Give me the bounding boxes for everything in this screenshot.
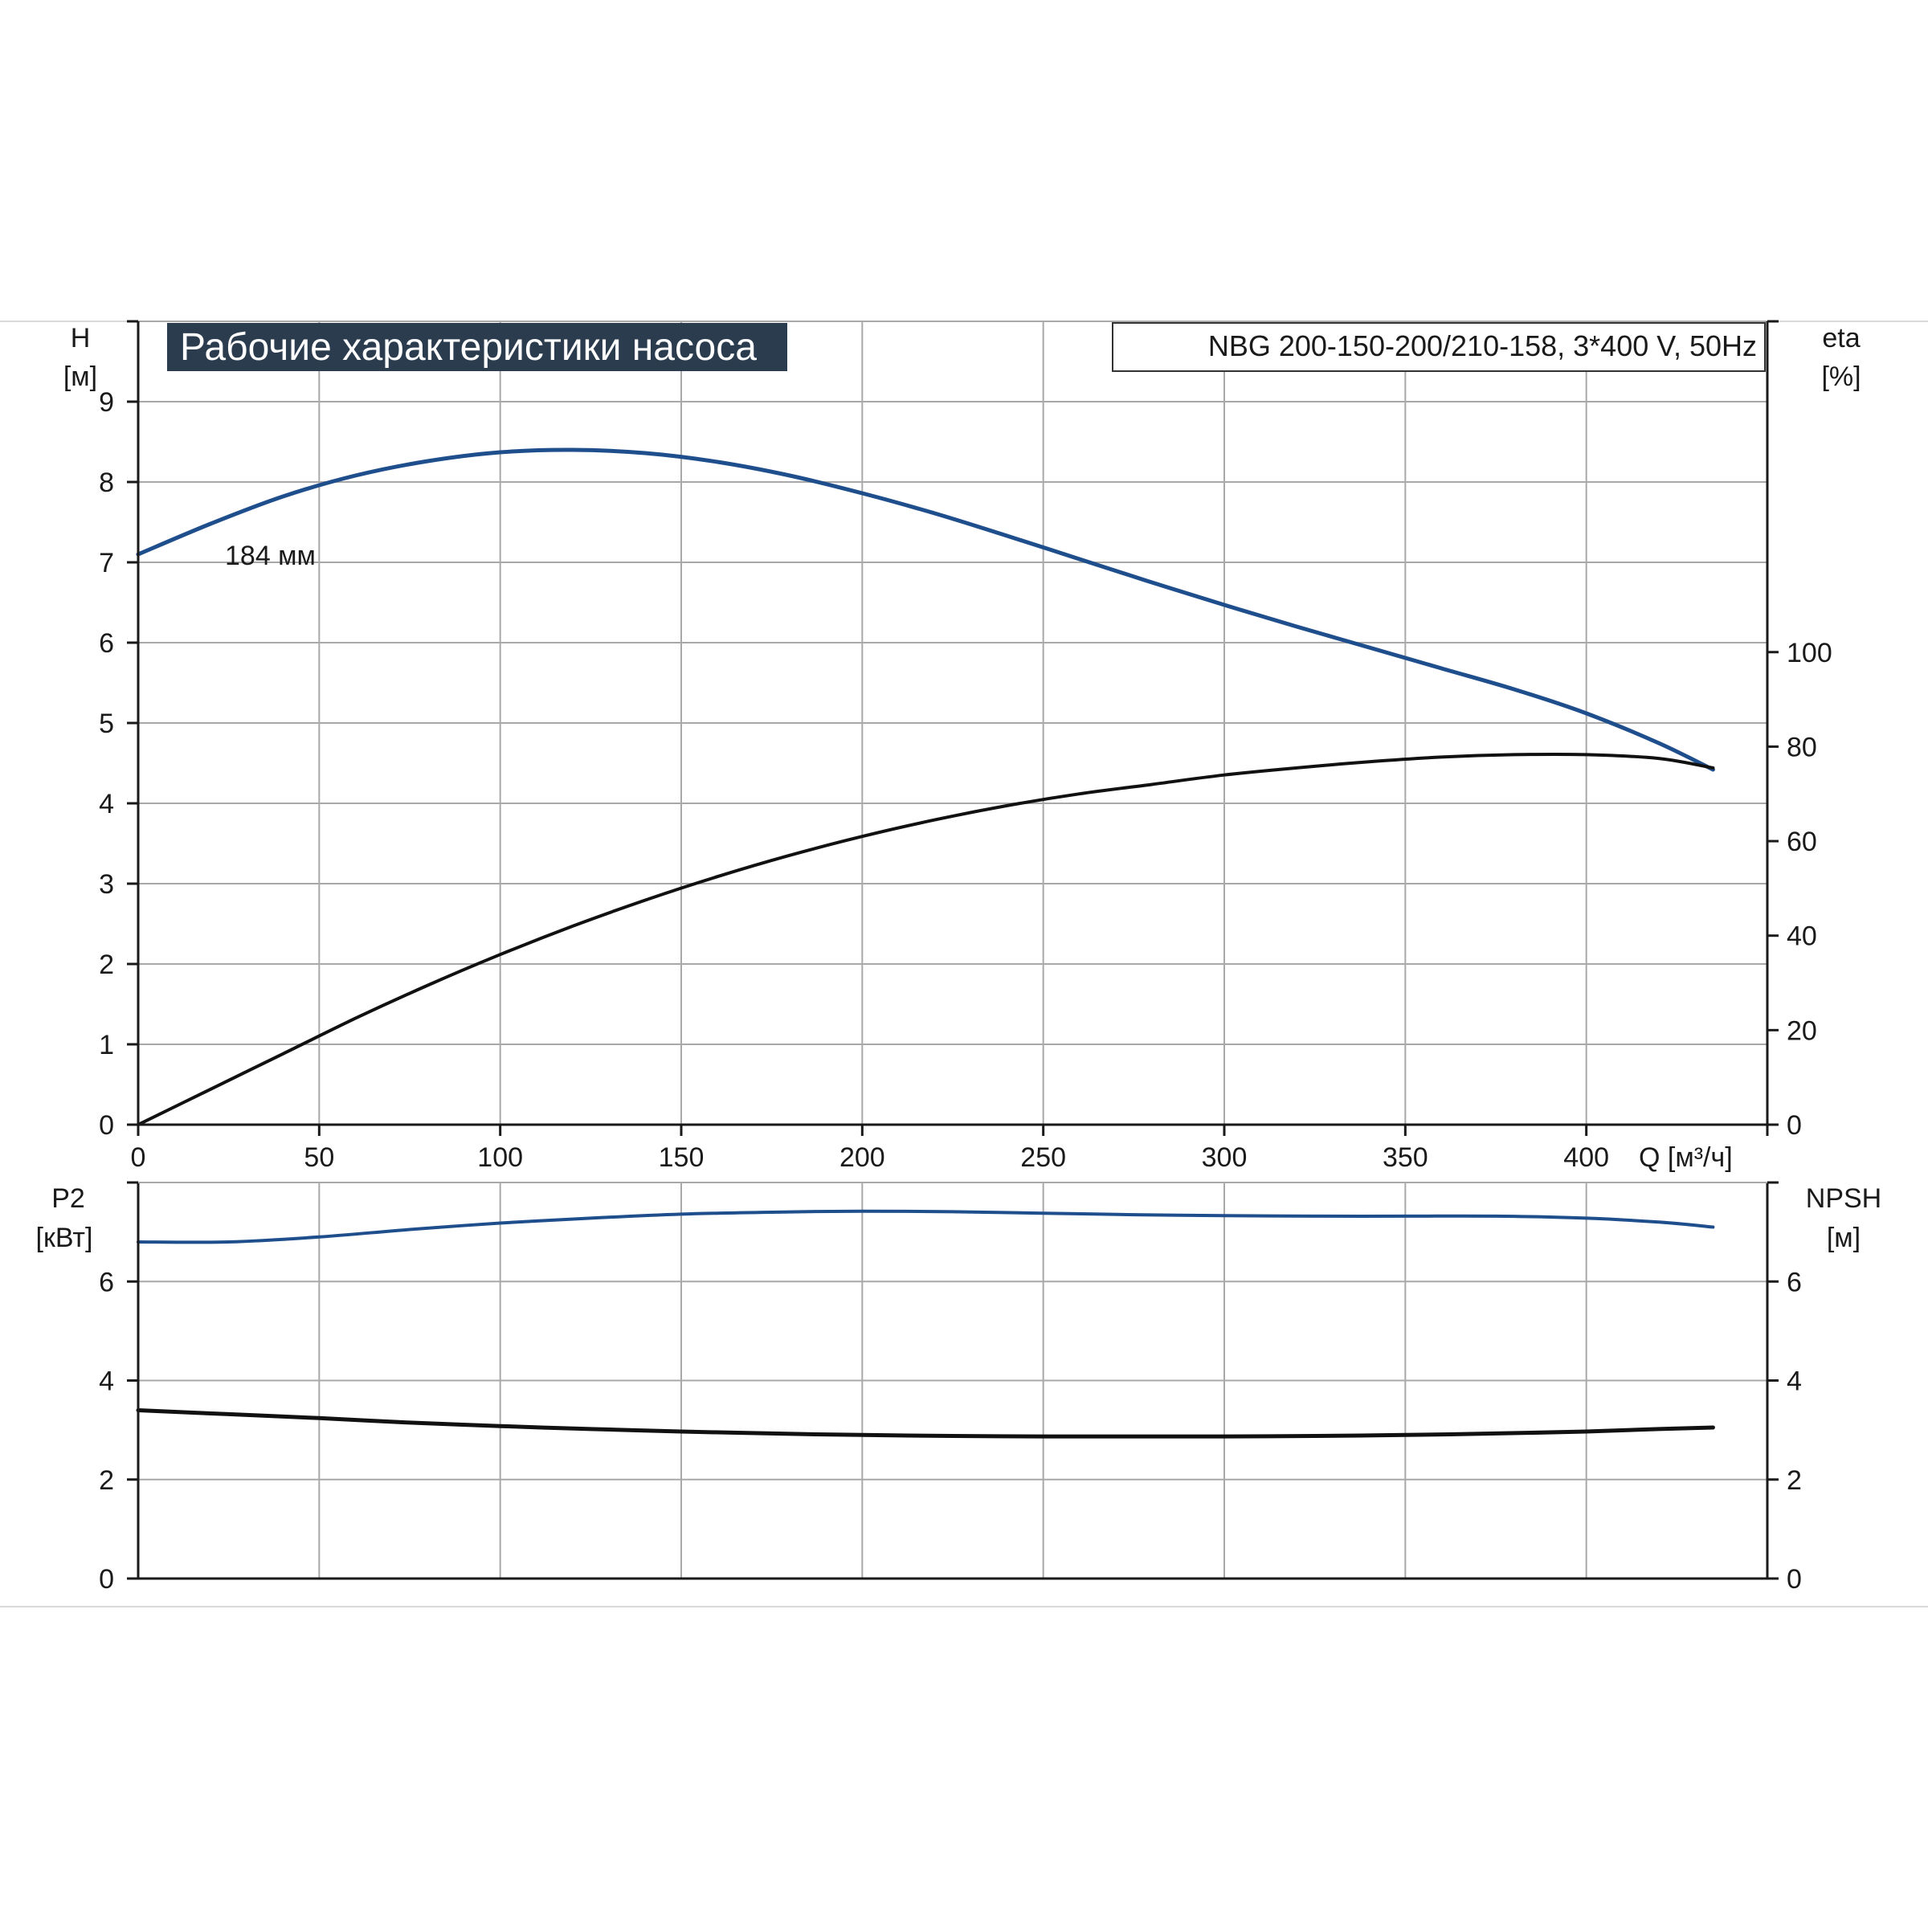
bottom-right-axis-label-line2: [м] xyxy=(1827,1223,1861,1253)
top-left-tick-label: 0 xyxy=(99,1110,114,1141)
bottom-right-tick-label: 2 xyxy=(1787,1465,1802,1496)
head-curve-line xyxy=(136,447,1715,772)
top-left-tick-label: 5 xyxy=(99,709,114,739)
bottom-grid xyxy=(138,1182,1768,1579)
x-tick-label: 250 xyxy=(1020,1142,1066,1173)
x-tick-label: 150 xyxy=(659,1142,705,1173)
top-right-tick-label: 20 xyxy=(1787,1015,1817,1046)
top-series-group xyxy=(136,447,1715,1126)
bottom-left-tick-label: 6 xyxy=(99,1267,114,1297)
top-left-tick-label: 7 xyxy=(99,548,114,578)
top-right-tick-label: 100 xyxy=(1787,638,1832,668)
bottom-left-tick-label: 4 xyxy=(99,1366,114,1397)
top-left-axis-label-line2: [м] xyxy=(63,361,97,392)
top-left-axis-label-line1: H xyxy=(71,323,91,353)
bottom-axes: 0 2 4 6 0 2 4 6 xyxy=(99,1181,1802,1595)
top-right-axis-label-line2: [%] xyxy=(1821,361,1861,392)
x-axis-label: Q [м³/ч] xyxy=(1639,1142,1733,1173)
top-left-tick-label: 2 xyxy=(99,950,114,980)
x-tick-label: 100 xyxy=(477,1142,523,1173)
x-tick-label: 350 xyxy=(1383,1142,1428,1173)
npsh-curve-line xyxy=(136,1408,1715,1439)
model-box xyxy=(1112,322,1766,372)
top-right-tick-label: 40 xyxy=(1787,921,1817,952)
annotation-184mm: 184 мм xyxy=(225,541,316,571)
x-tick-label: 0 xyxy=(131,1142,146,1173)
bottom-left-tick-label: 2 xyxy=(99,1465,114,1496)
top-left-tick-label: 4 xyxy=(99,789,114,819)
x-tick-label: 300 xyxy=(1202,1142,1248,1173)
x-tick-label: 50 xyxy=(304,1142,334,1173)
top-right-tick-label: 80 xyxy=(1787,732,1817,762)
bottom-right-tick-label: 4 xyxy=(1787,1366,1802,1397)
top-right-axis-label-line1: eta xyxy=(1822,323,1860,353)
bottom-series-group xyxy=(136,1209,1715,1439)
top-left-tick-label: 6 xyxy=(99,628,114,659)
top-right-tick-label: 60 xyxy=(1787,827,1817,857)
bottom-left-axis-label-line1: P2 xyxy=(51,1183,85,1214)
chart-title-background xyxy=(167,323,787,371)
bottom-left-axis-label-line2: [кВт] xyxy=(36,1223,93,1253)
x-tick-label: 400 xyxy=(1563,1142,1609,1173)
bottom-right-tick-label: 0 xyxy=(1787,1564,1802,1595)
top-right-tick-label: 0 xyxy=(1787,1110,1802,1141)
bottom-left-tick-label: 0 xyxy=(99,1564,114,1595)
top-left-tick-label: 3 xyxy=(99,869,114,900)
p2-power-curve-line xyxy=(137,1209,1715,1244)
x-tick-label: 200 xyxy=(839,1142,885,1173)
chart-title: Рабочие характеристики насоса xyxy=(180,326,757,369)
top-axes: 0 1 2 3 4 5 6 7 8 9 0 20 40 60 80 100 0 50 100 150 200 250 300… xyxy=(99,320,1832,1173)
top-left-tick-label: 8 xyxy=(99,468,114,498)
top-left-tick-label: 1 xyxy=(99,1030,114,1060)
model-label: NBG 200-150-200/210-158, 3*400 V, 50Hz xyxy=(1208,329,1757,362)
bottom-right-axis-label-line1: NPSH xyxy=(1806,1183,1881,1214)
bottom-right-tick-label: 6 xyxy=(1787,1267,1802,1297)
efficiency-curve-line xyxy=(137,752,1715,1126)
top-left-tick-label: 9 xyxy=(99,387,114,418)
